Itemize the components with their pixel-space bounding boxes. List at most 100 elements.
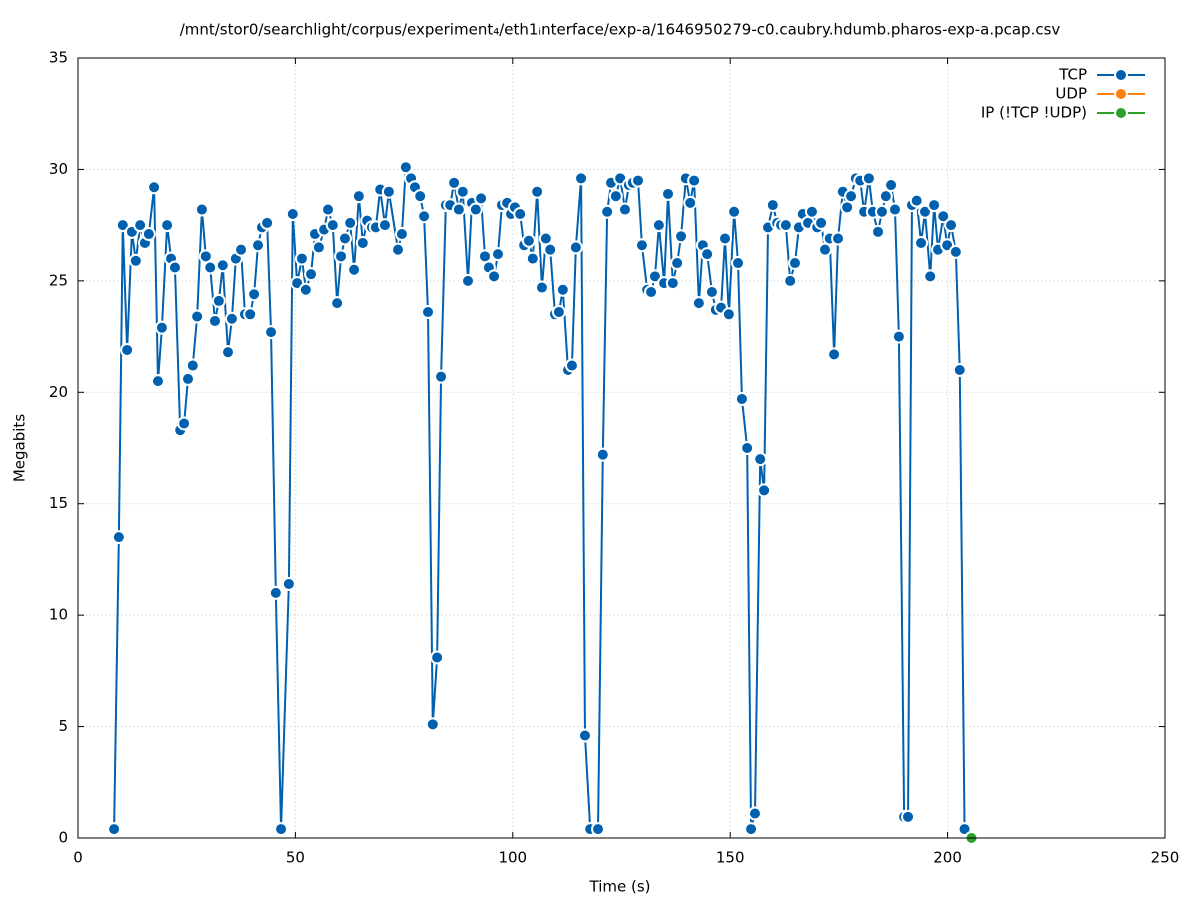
data-point xyxy=(591,822,606,837)
data-point xyxy=(831,231,846,246)
data-point xyxy=(844,189,859,204)
data-point xyxy=(734,391,749,406)
data-point xyxy=(530,184,545,199)
y-tick-label: 15 xyxy=(49,494,68,512)
data-point xyxy=(727,204,742,219)
data-point xyxy=(595,447,610,462)
x-axis-label: Time (s) xyxy=(589,878,651,896)
data-point xyxy=(687,173,702,188)
data-point xyxy=(804,204,819,219)
series-line xyxy=(113,166,966,831)
data-point xyxy=(534,280,549,295)
x-tick-label: 100 xyxy=(498,849,527,867)
data-point xyxy=(425,717,440,732)
data-point xyxy=(203,260,218,275)
data-point xyxy=(185,358,200,373)
data-point xyxy=(274,822,289,837)
data-point xyxy=(474,191,489,206)
data-point xyxy=(740,441,755,455)
data-point xyxy=(421,305,436,320)
data-point xyxy=(398,160,413,175)
y-tick-label: 35 xyxy=(49,49,68,67)
data-point xyxy=(923,269,938,284)
data-point xyxy=(224,311,239,326)
data-point xyxy=(577,728,592,743)
data-point xyxy=(491,247,506,262)
data-point xyxy=(181,371,196,386)
y-axis-label: Megabits xyxy=(11,414,29,482)
data-point xyxy=(543,242,558,257)
data-point xyxy=(167,260,182,275)
data-point xyxy=(285,207,300,221)
data-point xyxy=(334,249,349,264)
data-point xyxy=(243,307,258,322)
data-point xyxy=(264,325,279,340)
data-point xyxy=(778,218,793,233)
data-point xyxy=(814,215,829,230)
data-point xyxy=(952,363,967,377)
data-point xyxy=(521,233,536,248)
data-point xyxy=(211,293,226,308)
data-point xyxy=(455,184,470,199)
data-point xyxy=(311,240,326,255)
legend-label: IP (!TCP !UDP) xyxy=(981,104,1087,122)
data-point xyxy=(717,231,732,246)
data-point xyxy=(871,224,886,239)
data-point xyxy=(133,218,148,233)
data-point xyxy=(608,189,623,204)
data-point xyxy=(891,329,906,344)
data-point xyxy=(391,242,406,257)
data-point xyxy=(128,253,143,268)
data-point xyxy=(268,585,283,600)
data-point xyxy=(564,358,579,373)
data-point xyxy=(948,244,963,259)
data-point xyxy=(434,369,449,384)
data-point xyxy=(141,227,156,242)
data-point xyxy=(115,218,130,233)
data-point xyxy=(120,342,135,357)
data-point xyxy=(884,178,899,193)
data-point xyxy=(957,822,972,837)
data-point xyxy=(721,307,736,322)
data-point xyxy=(321,202,336,217)
data-point xyxy=(861,171,876,186)
data-point xyxy=(631,173,646,188)
data-point xyxy=(617,202,632,217)
data-point xyxy=(394,227,409,242)
data-point xyxy=(936,209,951,224)
data-point xyxy=(160,218,175,233)
x-tick-label: 150 xyxy=(716,849,745,867)
data-point xyxy=(574,171,589,186)
data-point xyxy=(927,198,942,213)
data-point xyxy=(525,251,540,266)
data-point xyxy=(874,204,889,219)
plot-border xyxy=(77,57,1166,839)
data-point xyxy=(783,273,798,288)
x-tick-label: 0 xyxy=(73,849,83,867)
data-point xyxy=(551,305,566,320)
data-point xyxy=(600,204,615,219)
data-point xyxy=(461,273,476,288)
data-point xyxy=(413,189,428,204)
data-point xyxy=(661,186,676,201)
data-point xyxy=(909,193,924,208)
data-point xyxy=(917,204,932,219)
data-point xyxy=(177,416,192,431)
data-point xyxy=(234,242,249,257)
data-point xyxy=(294,251,309,266)
x-tick-label: 200 xyxy=(933,849,962,867)
data-point xyxy=(513,207,528,221)
data-point xyxy=(651,218,666,233)
y-tick-label: 0 xyxy=(58,829,68,847)
data-point xyxy=(747,806,762,821)
data-point xyxy=(111,530,126,545)
data-point xyxy=(634,238,649,253)
y-tick-label: 5 xyxy=(58,717,68,735)
data-point xyxy=(247,287,262,302)
data-point xyxy=(700,247,715,262)
data-point xyxy=(787,256,802,271)
data-point xyxy=(901,809,916,824)
data-point xyxy=(343,215,358,230)
x-tick-label: 250 xyxy=(1151,849,1180,867)
